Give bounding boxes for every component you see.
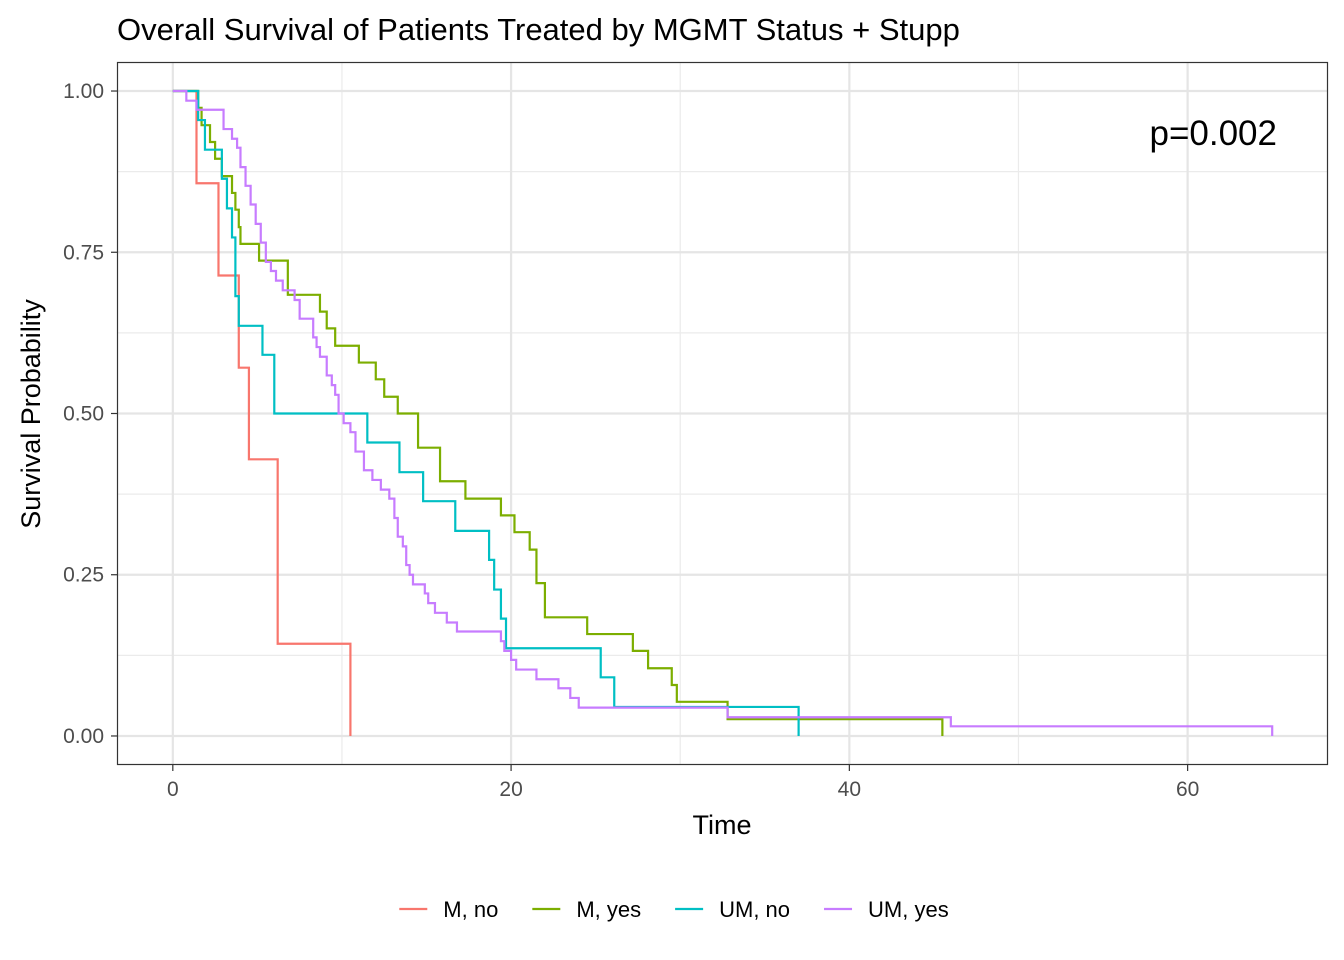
y-tick-label: 0.75 xyxy=(63,241,104,264)
survival-curve-2 xyxy=(172,89,800,736)
x-axis: 0 20 40 60 xyxy=(167,765,1199,801)
y-tick-label: 0.00 xyxy=(63,725,104,748)
survival-curves xyxy=(172,89,1274,736)
legend-label: M, no xyxy=(443,897,498,922)
x-tick-label: 20 xyxy=(499,778,522,801)
y-tick-label: 1.00 xyxy=(63,80,104,103)
legend-label: M, yes xyxy=(576,897,641,922)
x-tick-label: 60 xyxy=(1176,778,1199,801)
legend-label: UM, no xyxy=(719,897,790,922)
plot-panel-border xyxy=(116,61,1329,766)
legend: M, no M, yes UM, no UM, yes xyxy=(399,897,949,922)
grid-major xyxy=(117,62,1328,765)
x-tick-label: 40 xyxy=(838,778,861,801)
x-tick-label: 0 xyxy=(167,778,179,801)
x-axis-title: Time xyxy=(693,810,752,840)
y-axis: 0.00 0.25 0.50 0.75 1.00 xyxy=(63,80,117,748)
y-tick-label: 0.50 xyxy=(63,403,104,426)
survival-curve-3 xyxy=(172,89,1274,736)
survival-curve-1 xyxy=(172,89,944,736)
y-axis-title: Survival Probability xyxy=(16,299,46,529)
legend-label: UM, yes xyxy=(868,897,949,922)
p-value-annotation: p=0.002 xyxy=(1150,114,1278,153)
chart-title: Overall Survival of Patients Treated by … xyxy=(117,12,960,47)
survival-curve-0 xyxy=(172,89,352,736)
y-tick-label: 0.25 xyxy=(63,564,104,587)
